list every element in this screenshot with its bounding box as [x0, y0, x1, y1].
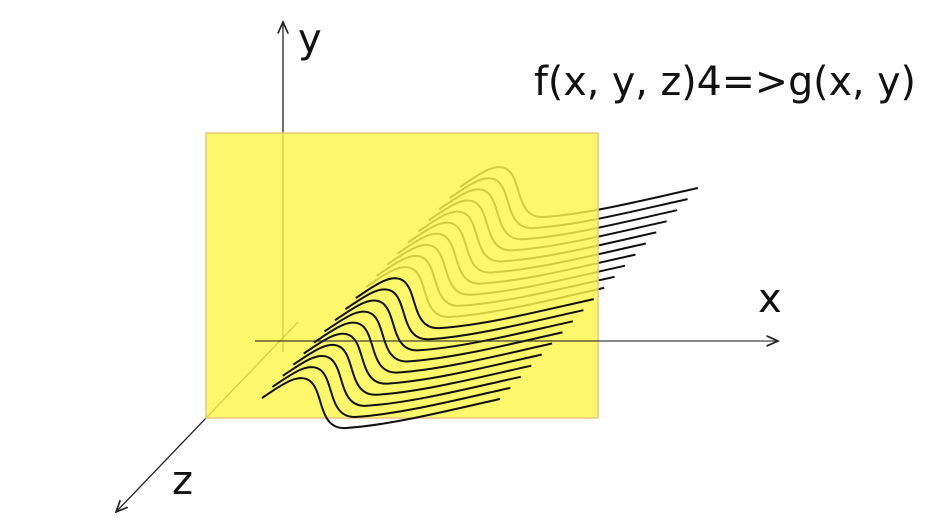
curve-line: [334, 299, 574, 352]
curve-line: [292, 343, 532, 396]
curve-line: [323, 310, 563, 363]
curve-line: [261, 377, 501, 430]
curve-line: [344, 288, 584, 341]
curve-family-front: [261, 277, 595, 430]
curve-line: [282, 354, 522, 407]
formula: f(x, y, z)4=>g(x, y): [534, 59, 916, 105]
curve-line: [303, 332, 542, 385]
curve-line: [355, 277, 595, 330]
curve-line: [271, 366, 511, 418]
x-axis-label: x: [758, 276, 782, 322]
z-axis-label: z: [172, 458, 193, 504]
curve-line: [313, 321, 553, 374]
projection-plane: [205, 132, 599, 419]
y-axis-label: y: [298, 16, 322, 62]
